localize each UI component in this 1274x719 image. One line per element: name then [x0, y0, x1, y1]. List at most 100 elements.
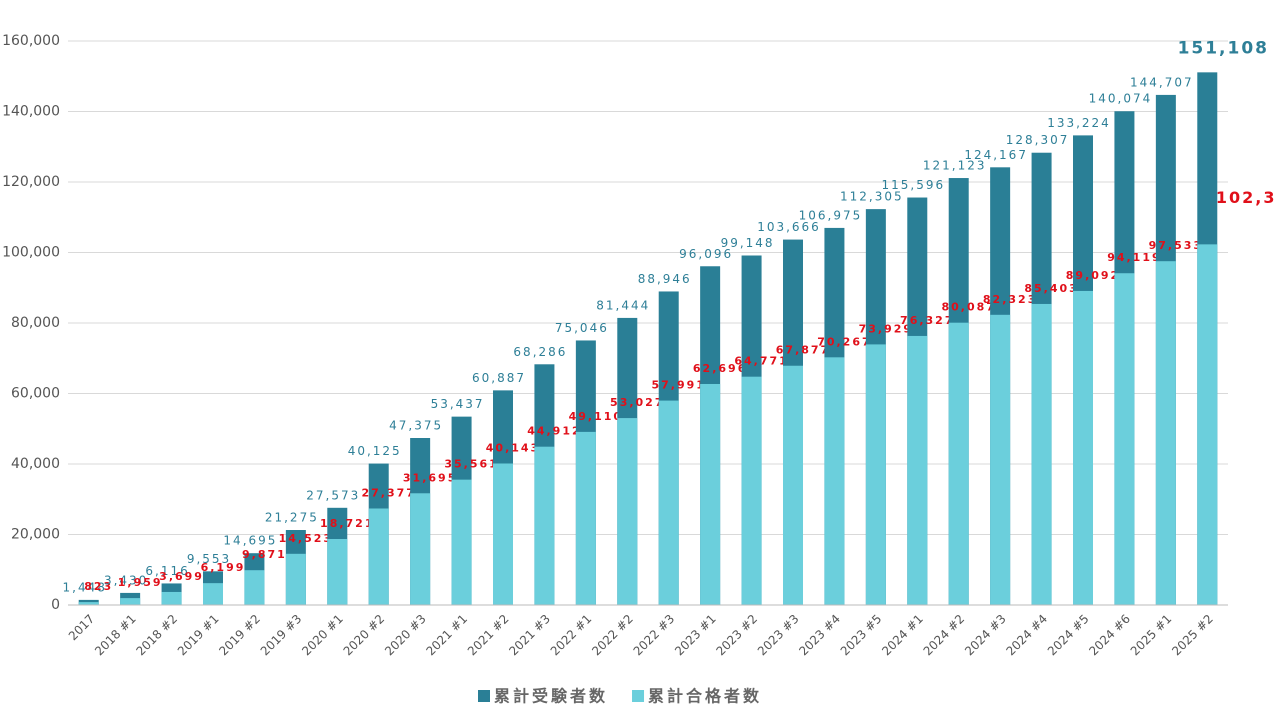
x-tick-label: 2024 #2: [921, 612, 968, 659]
value-label: 40,125: [348, 444, 402, 458]
bar: [700, 383, 721, 605]
value-label: 57,991: [651, 379, 705, 392]
bar: [368, 508, 389, 605]
bar: [410, 493, 431, 605]
x-tick-label: 2021 #2: [465, 612, 512, 659]
bar: [451, 479, 472, 605]
value-label: 9,553: [187, 552, 231, 566]
value-label: 97,533: [1149, 239, 1203, 252]
value-label: 47,375: [389, 419, 443, 433]
legend-swatch: [632, 690, 645, 702]
x-tick-label: 2017: [66, 612, 97, 643]
value-label: 62,696: [693, 362, 747, 375]
value-label: 85,403: [1024, 282, 1078, 295]
value-label: 115,596: [881, 178, 945, 192]
value-label: 40,143: [486, 441, 540, 454]
y-tick-label: 100,000: [2, 245, 60, 261]
bar: [534, 446, 555, 605]
x-tick-label: 2022 #1: [548, 612, 595, 659]
value-label: 3,430: [104, 573, 148, 587]
y-tick-label: 120,000: [2, 174, 60, 190]
value-label: 1,959: [118, 576, 163, 589]
value-label: 89,092: [1066, 269, 1120, 282]
value-label: 9,871: [242, 548, 287, 561]
value-label: 106,975: [799, 208, 863, 222]
bar: [327, 539, 348, 605]
value-label: 14,695: [223, 534, 277, 548]
x-tick-label: 2021 #3: [506, 612, 553, 659]
y-tick-label: 20,000: [11, 527, 60, 543]
x-tick-label: 2024 #6: [1086, 612, 1133, 659]
value-label: 44,912: [527, 425, 581, 438]
y-tick-label: 80,000: [11, 315, 60, 331]
bar: [78, 602, 99, 605]
x-tick-label: 2018 #1: [92, 612, 139, 659]
x-tick-label: 2023 #1: [672, 612, 719, 659]
value-label: 103,666: [757, 220, 821, 234]
value-label: 75,046: [555, 321, 609, 335]
value-label: 6,199: [201, 561, 246, 574]
bar: [658, 400, 679, 605]
value-label: 3,699: [159, 570, 204, 583]
value-label: 68,286: [513, 345, 567, 359]
value-label: 76,327: [900, 314, 954, 327]
value-label: 80,087: [941, 301, 995, 314]
x-tick-label: 2023 #4: [796, 612, 843, 659]
value-label: 1,448: [63, 580, 107, 594]
x-tick-label: 2022 #3: [631, 612, 678, 659]
bar: [120, 598, 141, 605]
x-tick-label: 2019 #2: [216, 612, 263, 659]
bar: [617, 418, 638, 605]
x-tick-label: 2021 #1: [423, 612, 470, 659]
bar: [1031, 303, 1052, 605]
x-tick-label: 2024 #5: [1045, 612, 1092, 659]
bar: [493, 463, 513, 605]
value-label: 53,437: [431, 397, 485, 411]
y-tick-label: 140,000: [2, 104, 60, 120]
y-tick-label: 0: [51, 597, 60, 613]
value-label: 67,877: [776, 344, 830, 357]
value-label: 73,929: [859, 322, 913, 335]
value-label: 64,771: [734, 355, 788, 368]
value-label: 21,275: [265, 511, 319, 525]
bar: [1073, 290, 1093, 605]
value-label: 14,523: [279, 532, 333, 545]
value-label: 60,887: [472, 371, 526, 385]
value-label: 27,377: [361, 486, 415, 499]
x-tick-label: 2023 #3: [755, 612, 802, 659]
legend-swatch: [478, 690, 490, 702]
bar: [783, 365, 803, 605]
value-label: 128,307: [1006, 133, 1070, 147]
value-label: 140,074: [1089, 92, 1153, 106]
value-label: 96,096: [679, 247, 733, 261]
x-tick-label: 2020 #3: [382, 612, 429, 659]
x-tick-label: 2024 #4: [1003, 612, 1050, 659]
value-label: 18,721: [320, 517, 374, 530]
y-tick-label: 40,000: [11, 456, 60, 472]
bar: [865, 344, 886, 605]
bar: [741, 376, 762, 605]
y-tick-label: 160,000: [2, 33, 60, 49]
value-label: 27,573: [306, 488, 360, 502]
value-label: 133,224: [1047, 116, 1111, 130]
bar: [285, 553, 306, 605]
bar: [1197, 244, 1218, 605]
bar: [1155, 261, 1176, 605]
value-label: 70,267: [817, 335, 871, 348]
value-label: 53,027: [610, 396, 664, 409]
x-tick-label: 2023 #5: [838, 612, 885, 659]
value-label: 82,323: [983, 293, 1037, 306]
x-tick-label: 2019 #1: [175, 612, 222, 659]
value-label: 6,116: [145, 564, 189, 578]
value-label: 112,305: [840, 190, 904, 204]
value-label: 121,123: [923, 159, 987, 173]
value-label: 151,108: [1178, 38, 1269, 58]
x-tick-label: 2018 #2: [133, 612, 180, 659]
bar: [244, 570, 265, 605]
value-label: 88,946: [638, 272, 692, 286]
value-label: 124,167: [964, 148, 1028, 162]
bar: [1114, 273, 1135, 605]
x-tick-label: 2020 #1: [299, 612, 346, 659]
value-label: 823: [84, 580, 113, 593]
bar: [575, 431, 596, 605]
